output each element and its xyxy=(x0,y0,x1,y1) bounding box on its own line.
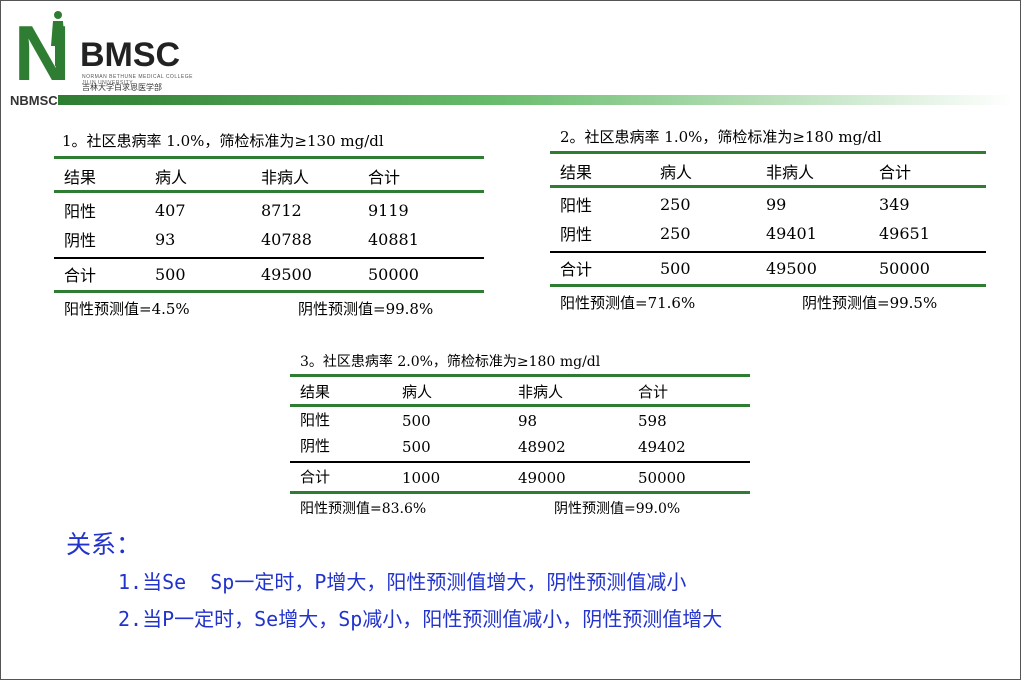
table-cell: 阳性 xyxy=(560,196,593,215)
header-cell: 结果 xyxy=(300,383,331,401)
header-cell: 结果 xyxy=(64,168,97,187)
logo-english-subtitle: NORMAN BETHUNE MEDICAL COLLEGE JILIN UNI… xyxy=(82,74,193,86)
table-cell: 阴性 xyxy=(64,231,97,250)
header-cell: 结果 xyxy=(560,163,593,182)
table-cell: 阳性 xyxy=(300,411,331,429)
table-top-rule xyxy=(550,151,986,154)
table-cell: 50000 xyxy=(368,265,419,284)
negative-predictive-value: 阴性预测值=99.5% xyxy=(802,294,938,312)
table-bottom-rule xyxy=(550,284,986,287)
table-cell: 8712 xyxy=(261,201,302,220)
table-cell: 250 xyxy=(660,224,691,243)
table-cell: 500 xyxy=(402,438,431,456)
table-cell: 49500 xyxy=(261,265,312,284)
table-bottom-rule xyxy=(290,491,750,494)
header-cell: 病人 xyxy=(402,383,433,401)
table-cell: 阳性 xyxy=(64,202,97,221)
table-cell: 349 xyxy=(879,195,910,214)
table-cell: 500 xyxy=(660,259,691,278)
table-bottom-rule xyxy=(54,290,484,293)
negative-predictive-value: 阴性预测值=99.8% xyxy=(298,300,434,318)
table-caption: 2。社区患病率 1.0%，筛检标准为≥180 mg/dl xyxy=(560,128,882,146)
table-caption: 3。社区患病率 2.0%，筛检标准为≥180 mg/dl xyxy=(300,354,601,370)
table-cell: 合计 xyxy=(64,266,97,285)
header-rule xyxy=(54,190,484,193)
table-2: 2。社区患病率 1.0%，筛检标准为≥180 mg/dl 结果 病人 非病人 合… xyxy=(550,124,986,324)
total-rule xyxy=(550,251,986,253)
negative-predictive-value: 阴性预测值=99.0% xyxy=(554,501,681,517)
table-cell: 99 xyxy=(766,195,787,214)
table-cell: 49402 xyxy=(638,438,686,456)
table-cell: 40788 xyxy=(261,230,312,249)
positive-predictive-value: 阳性预测值=83.6% xyxy=(300,501,427,517)
table-cell: 49500 xyxy=(766,259,817,278)
table-cell: 98 xyxy=(518,412,538,430)
table-top-rule xyxy=(290,374,750,377)
table-cell: 250 xyxy=(660,195,691,214)
positive-predictive-value: 阳性预测值=71.6% xyxy=(560,294,696,312)
header-cell: 合计 xyxy=(368,168,401,187)
table-cell: 合计 xyxy=(300,468,331,486)
header-cell: 病人 xyxy=(660,163,693,182)
header-rule xyxy=(290,404,750,407)
table-top-rule xyxy=(54,156,484,159)
college-logo: N BMSC NORMAN BETHUNE MEDICAL COLLEGE JI… xyxy=(8,8,198,98)
table-cell: 49000 xyxy=(518,469,566,487)
positive-predictive-value: 阳性预测值=4.5% xyxy=(64,300,190,318)
table-cell: 1000 xyxy=(402,469,441,487)
header-cell: 合计 xyxy=(638,383,669,401)
table-cell: 407 xyxy=(155,201,186,220)
logo-chinese-subtitle: 吉林大学白求恩医学部 xyxy=(82,83,162,92)
header-cell: 合计 xyxy=(879,163,912,182)
table-cell: 阴性 xyxy=(560,225,593,244)
table-cell: 50000 xyxy=(879,259,930,278)
table-cell: 49651 xyxy=(879,224,930,243)
table-cell: 49401 xyxy=(766,224,817,243)
table-caption: 1。社区患病率 1.0%，筛检标准为≥130 mg/dl xyxy=(62,132,384,150)
total-rule xyxy=(290,461,750,463)
table-cell: 598 xyxy=(638,412,667,430)
relation-title: 关系： xyxy=(66,530,142,559)
relation-line-1: 1.当Se Sp一定时，P增大，阳性预测值增大，阴性预测值减小 xyxy=(118,570,687,594)
table-1: 1。社区患病率 1.0%，筛检标准为≥130 mg/dl 结果 病人 非病人 合… xyxy=(54,128,484,328)
table-cell: 9119 xyxy=(368,201,409,220)
brand-small-text: NBMSC xyxy=(10,93,58,108)
table-cell: 500 xyxy=(155,265,186,284)
table-cell: 阴性 xyxy=(300,437,331,455)
header-cell: 非病人 xyxy=(766,163,815,182)
relation-line-2: 2.当P一定时，Se增大，Sp减小，阳性预测值减小，阴性预测值增大 xyxy=(118,607,723,631)
total-rule xyxy=(54,257,484,259)
logo-bmsc-text: BMSC xyxy=(80,36,181,74)
header-cell: 非病人 xyxy=(261,168,310,187)
table-cell: 合计 xyxy=(560,260,593,279)
table-cell: 48902 xyxy=(518,438,566,456)
table-cell: 40881 xyxy=(368,230,419,249)
table-cell: 93 xyxy=(155,230,176,249)
table-cell: 50000 xyxy=(638,469,686,487)
header-green-band xyxy=(58,95,1013,105)
table-cell: 500 xyxy=(402,412,431,430)
header-cell: 非病人 xyxy=(518,383,564,401)
logo-figure-icon xyxy=(51,11,65,66)
table-3: 3。社区患病率 2.0%，筛检标准为≥180 mg/dl 结果 病人 非病人 合… xyxy=(290,349,750,524)
header-cell: 病人 xyxy=(155,168,188,187)
header-rule xyxy=(550,185,986,188)
